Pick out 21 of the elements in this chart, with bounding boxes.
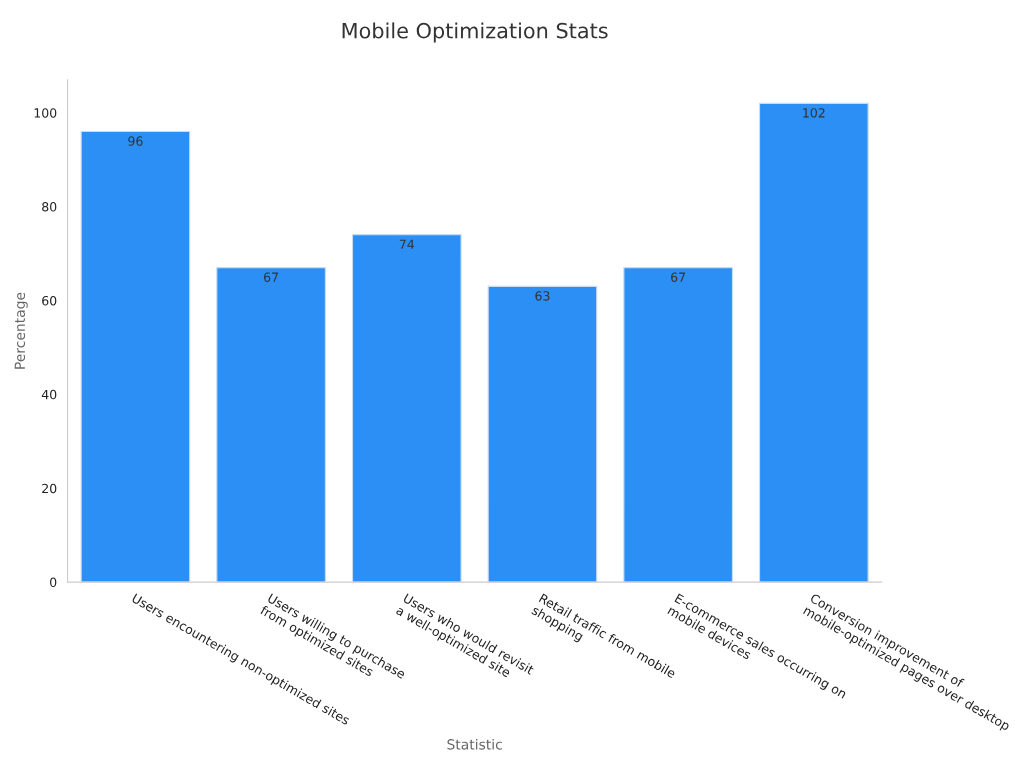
y-tick-label: 40 [41, 389, 57, 400]
y-tick-label: 20 [42, 483, 57, 494]
data-label: 102 [803, 108, 825, 118]
bar [623, 267, 733, 583]
chart-title: Mobile Optimization Stats [342, 22, 608, 43]
data-label: 74 [399, 239, 415, 249]
y-tick-label: 100 [34, 108, 57, 118]
bar [80, 130, 191, 583]
y-axis-title: Percentage [14, 292, 28, 369]
data-label: 96 [128, 136, 143, 146]
data-label: 67 [671, 272, 686, 282]
y-tick-label: 60 [42, 295, 57, 306]
y-tick-label: 80 [42, 202, 57, 212]
data-label: 63 [535, 291, 550, 301]
y-tick-label: 0 [50, 577, 57, 588]
bar [216, 267, 326, 583]
bar [351, 234, 462, 583]
bar [487, 285, 598, 583]
bar [758, 102, 869, 583]
data-label: 67 [264, 272, 278, 282]
x-axis-title: Statistic [447, 738, 502, 750]
